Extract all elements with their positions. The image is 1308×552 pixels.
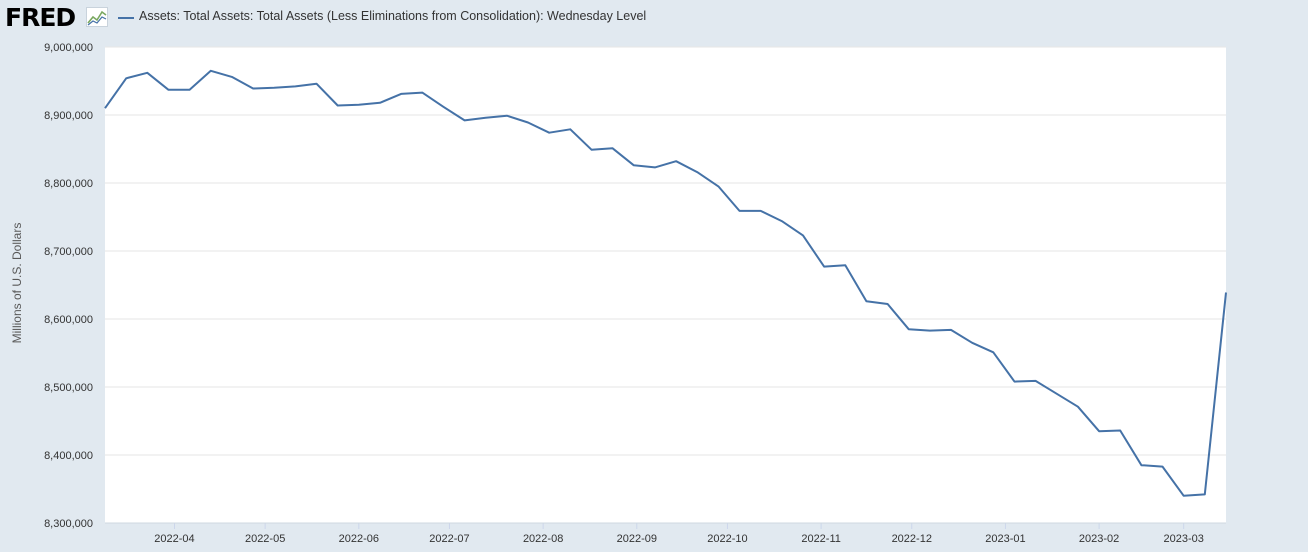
data-point[interactable] [355, 101, 363, 109]
y-tick-label: 8,800,000 [44, 178, 93, 190]
data-point[interactable] [778, 217, 786, 225]
line-graph-icon [86, 7, 108, 27]
y-tick-label: 8,700,000 [44, 246, 93, 258]
x-tick-label: 2022-04 [154, 533, 194, 545]
data-point[interactable] [1222, 288, 1230, 296]
data-point[interactable] [799, 231, 807, 239]
y-axis-ticks: 8,300,000 8,400,000 8,500,000 8,600,000 8,70… [44, 42, 93, 530]
data-point[interactable] [186, 86, 194, 94]
data-point[interactable] [757, 207, 765, 215]
x-tick-label: 2022-09 [617, 533, 657, 545]
data-point[interactable] [270, 84, 278, 92]
data-point[interactable] [968, 339, 976, 347]
data-point[interactable] [841, 261, 849, 269]
x-tick-label: 2022-05 [245, 533, 285, 545]
data-point[interactable] [651, 163, 659, 171]
data-point[interactable] [397, 90, 405, 98]
x-axis-ticks: 2022-04 2022-05 2022-06 2022-07 2022-08 2022-… [154, 523, 1204, 545]
y-tick-label: 9,000,000 [44, 42, 93, 54]
data-point[interactable] [1159, 463, 1167, 471]
x-tick-label: 2022-07 [429, 533, 469, 545]
plot-background [105, 47, 1226, 523]
x-tick-label: 2023-03 [1164, 533, 1204, 545]
data-point[interactable] [334, 101, 342, 109]
data-point[interactable] [1180, 492, 1188, 500]
data-point[interactable] [1095, 427, 1103, 435]
x-tick-label: 2022-06 [339, 533, 379, 545]
data-point[interactable] [228, 73, 236, 81]
x-tick-label: 2022-11 [801, 533, 841, 545]
data-point[interactable] [609, 144, 617, 152]
x-tick-label: 2022-08 [523, 533, 563, 545]
fred-logo[interactable]: FRED [5, 3, 76, 32]
data-point[interactable] [376, 99, 384, 107]
y-tick-label: 8,300,000 [44, 518, 93, 530]
data-point[interactable] [207, 67, 215, 75]
data-point[interactable] [820, 263, 828, 271]
series-layer [101, 67, 1230, 500]
series-line[interactable] [104, 69, 1227, 497]
data-point[interactable] [482, 114, 490, 122]
data-point[interactable] [418, 89, 426, 97]
x-tick-label: 2022-10 [707, 533, 747, 545]
data-point[interactable] [884, 300, 892, 308]
data-point[interactable] [439, 103, 447, 111]
data-point[interactable] [503, 112, 511, 120]
y-tick-label: 8,900,000 [44, 110, 93, 122]
data-point[interactable] [164, 86, 172, 94]
data-point[interactable] [1201, 490, 1209, 498]
data-point[interactable] [461, 116, 469, 124]
data-point[interactable] [291, 82, 299, 90]
gridlines [105, 46, 1226, 456]
chart-header: FRED Assets: Total Assets: Total Assets … [0, 0, 1308, 36]
data-point[interactable] [672, 157, 680, 165]
x-tick-label: 2023-02 [1079, 533, 1119, 545]
data-point[interactable] [736, 207, 744, 215]
y-tick-label: 8,500,000 [44, 382, 93, 394]
x-tick-label: 2023-01 [985, 533, 1025, 545]
data-point[interactable] [1010, 378, 1018, 386]
data-point[interactable] [143, 69, 151, 77]
data-point[interactable] [947, 326, 955, 334]
data-point[interactable] [926, 327, 934, 335]
data-point[interactable] [989, 348, 997, 356]
data-point[interactable] [630, 161, 638, 169]
y-tick-label: 8,400,000 [44, 450, 93, 462]
data-point[interactable] [1137, 461, 1145, 469]
data-point[interactable] [862, 297, 870, 305]
data-point[interactable] [714, 182, 722, 190]
data-point[interactable] [101, 104, 109, 112]
data-point[interactable] [1032, 377, 1040, 385]
data-point[interactable] [1116, 427, 1124, 435]
data-point[interactable] [313, 80, 321, 88]
data-point[interactable] [545, 129, 553, 137]
data-point[interactable] [693, 168, 701, 176]
x-tick-label: 2022-12 [892, 533, 932, 545]
data-point[interactable] [1053, 390, 1061, 398]
data-point[interactable] [587, 146, 595, 154]
data-point[interactable] [905, 325, 913, 333]
data-point[interactable] [566, 125, 574, 133]
series-title[interactable]: Assets: Total Assets: Total Assets (Less… [139, 9, 647, 23]
data-point[interactable] [1074, 403, 1082, 411]
legend-swatch [118, 17, 134, 19]
y-tick-label: 8,600,000 [44, 314, 93, 326]
data-point[interactable] [122, 74, 130, 82]
data-point[interactable] [524, 118, 532, 126]
data-point[interactable] [249, 84, 257, 92]
